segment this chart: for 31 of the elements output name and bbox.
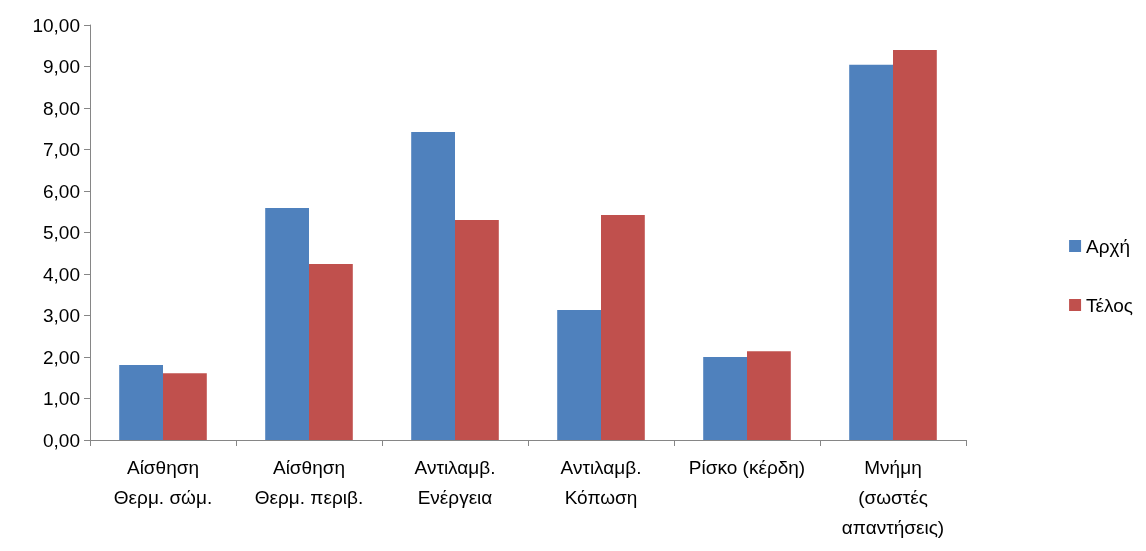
bar <box>309 264 353 440</box>
legend-label: Αρχή <box>1086 235 1131 257</box>
y-tick-label: 1,00 <box>43 388 80 409</box>
y-tick-label: 0,00 <box>43 429 80 451</box>
y-tick-label: 7,00 <box>43 139 80 160</box>
y-tick-label: 6,00 <box>43 180 80 202</box>
x-tick-label: Αντιλαμβ. Ενέργεια <box>414 456 496 508</box>
x-tick-label: Αίσθηση Θερμ. περιβ. <box>254 456 364 508</box>
bar <box>557 310 601 440</box>
y-tick-label: 5,00 <box>43 222 80 243</box>
bar <box>893 49 937 440</box>
x-tick-label: Μνήμη (σωστές απαντήσεις) <box>841 456 945 538</box>
y-tick-label: 2,00 <box>43 346 80 368</box>
bar <box>703 357 747 440</box>
x-tick-label: Αίσθηση Θερμ. σώμ. <box>113 456 213 508</box>
y-tick-label: 9,00 <box>43 56 80 77</box>
y-tick-label: 8,00 <box>43 97 80 119</box>
bar <box>119 364 163 440</box>
y-tick-label: 3,00 <box>43 305 80 326</box>
bar <box>849 64 893 440</box>
legend-label: Τέλος <box>1086 294 1134 316</box>
bar <box>747 351 791 440</box>
x-tick-label: Ρίσκο (κέρδη) <box>688 456 806 478</box>
bar <box>265 208 309 440</box>
bar <box>411 132 455 440</box>
y-tick-label: 4,00 <box>43 263 80 285</box>
bar <box>163 373 207 440</box>
bar <box>455 220 499 440</box>
y-tick-label: 10,00 <box>32 14 80 36</box>
bar <box>601 215 645 440</box>
x-tick-label: Αντιλαμβ. Κόπωση <box>560 456 642 508</box>
